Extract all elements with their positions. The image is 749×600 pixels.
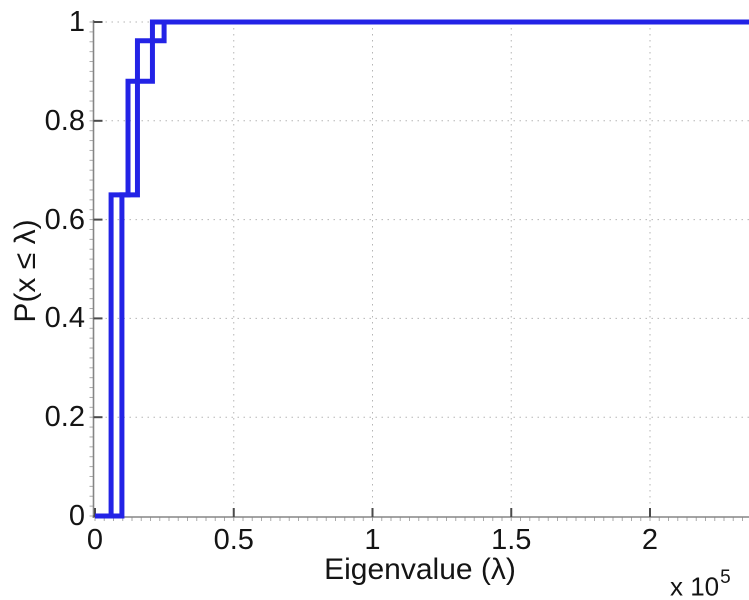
x-axis-exponent-base: x 10 <box>670 571 720 600</box>
ecdf-curve-1 <box>95 19 749 519</box>
y-tick-label: 0 <box>68 500 85 532</box>
x-tick-label: 0.5 <box>213 524 254 556</box>
y-tick-label: 0.8 <box>44 104 85 137</box>
x-tick-label: 1.5 <box>491 524 532 556</box>
y-tick-label: 0.2 <box>44 401 85 434</box>
y-tick-label: 1 <box>68 6 85 38</box>
x-tick-label: 0 <box>86 524 104 556</box>
x-tick-label: 1 <box>364 524 381 556</box>
y-axis-title: P(x ≤ λ) <box>9 219 42 323</box>
y-tick-label: 0.4 <box>44 302 85 335</box>
ecdf-curve-2 <box>95 19 749 519</box>
x-axis-exponent-label: x 105 <box>670 567 731 600</box>
x-tick-label: 2 <box>641 524 659 556</box>
y-tick-label: 0.6 <box>44 203 85 236</box>
x-axis-title: Eigenvalue (λ) <box>324 553 516 586</box>
x-axis-exponent-power: 5 <box>720 567 731 588</box>
